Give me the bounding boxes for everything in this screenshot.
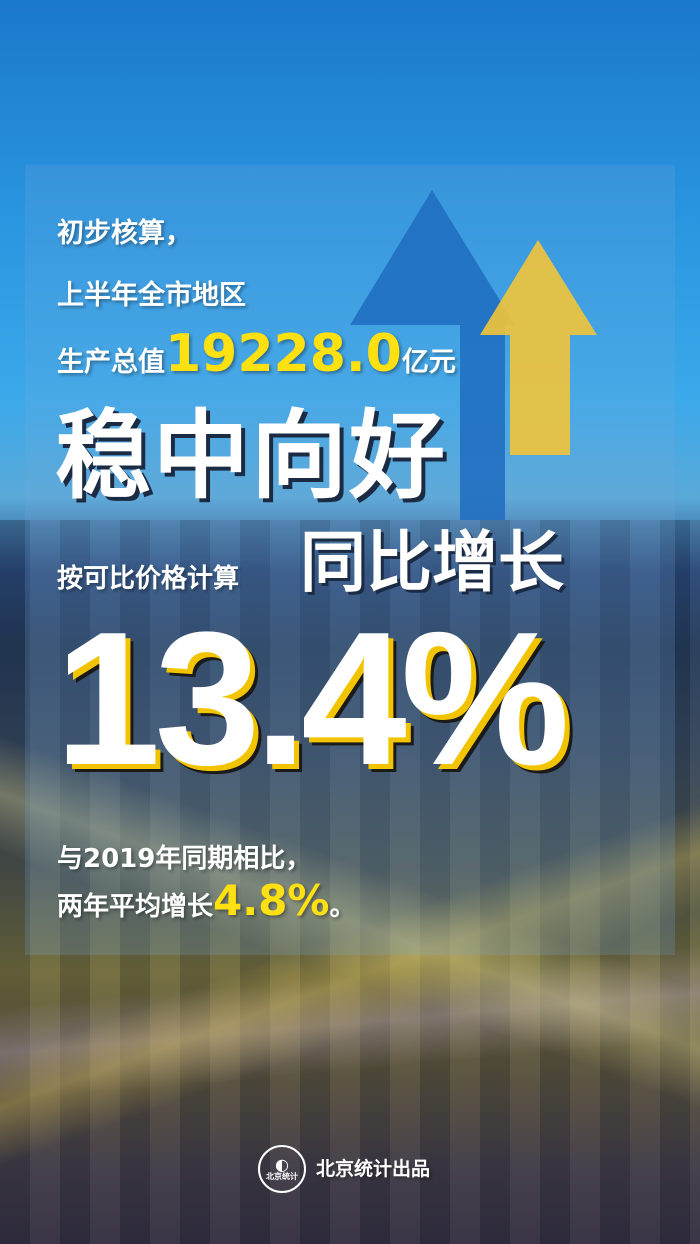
avg-value: 4.8% (213, 876, 330, 925)
growth-value: 13.4% (55, 593, 570, 805)
gdp-line: 生产总值19228.0亿元 (57, 326, 456, 391)
beijing-statistics-logo: ◐ 北京统计 (258, 1145, 306, 1193)
region-line: 上半年全市地区 (57, 280, 246, 311)
growth-label: 同比增长 (300, 524, 564, 601)
gdp-unit: 亿元 (401, 347, 456, 378)
headline: 稳中向好 (55, 400, 447, 512)
average-growth-line: 两年平均增长4.8%。 (57, 878, 356, 930)
avg-suffix: 。 (329, 892, 356, 922)
gdp-value: 19228.0 (165, 324, 402, 384)
comparison-2019: 与2019年同期相比， (57, 844, 312, 874)
logo-text: 北京统计 (266, 1172, 298, 1181)
avg-prefix: 两年平均增长 (57, 892, 214, 922)
yellow-arrow-icon (480, 240, 597, 455)
growth-arrows (350, 190, 597, 520)
credit-text: 北京统计出品 (316, 1157, 431, 1180)
gdp-prefix: 生产总值 (57, 347, 165, 378)
blue-arrow-icon (350, 190, 515, 520)
intro-line: 初步核算， (57, 218, 192, 249)
basis-text: 按可比价格计算 (57, 564, 240, 594)
city-background (0, 520, 700, 1244)
footer: ◐ 北京统计 北京统计出品 (258, 1145, 430, 1193)
